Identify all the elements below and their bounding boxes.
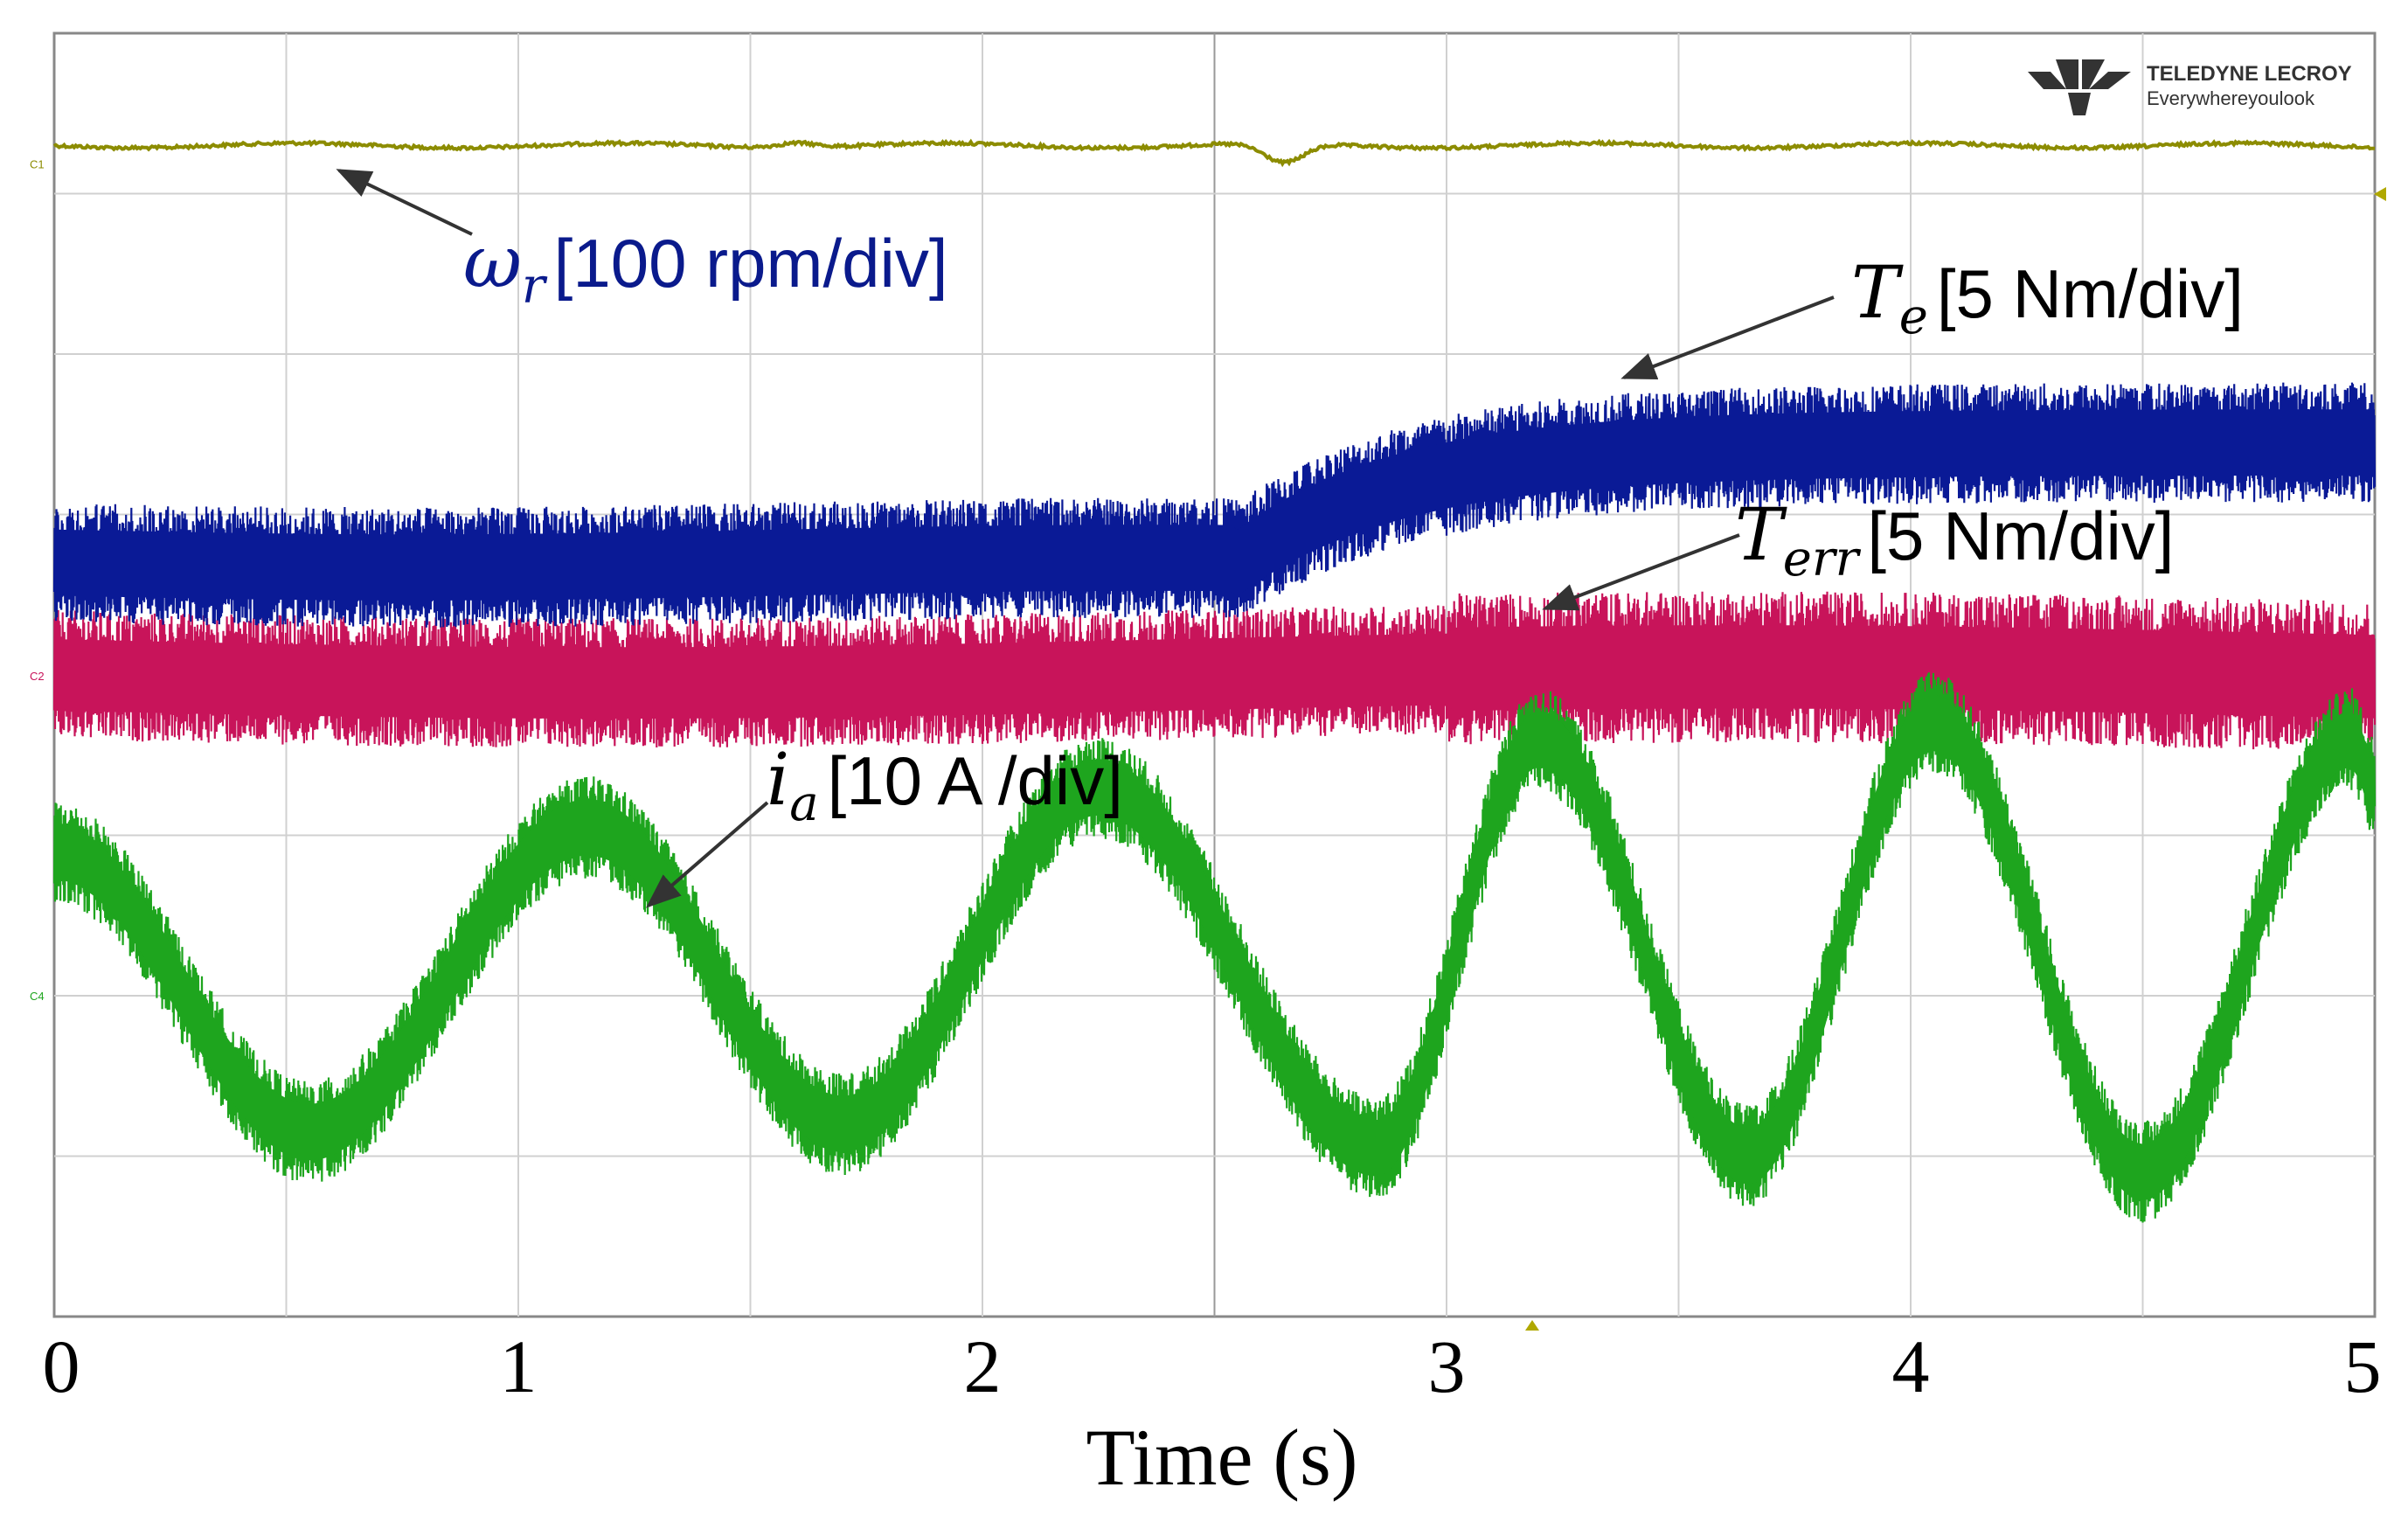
trigger-level-marker-icon	[2374, 187, 2386, 201]
x-axis-title: Time (s)	[1086, 1413, 1358, 1502]
x-tick-label: 4	[1892, 1324, 1930, 1408]
annotation-t-e-arrow	[1620, 295, 1835, 380]
x-tick-labels: 0 1 2 3 4 5	[43, 1324, 2382, 1408]
x-tick-label: 5	[2344, 1324, 2382, 1408]
logo-tagline: Everywhereyoulook	[2147, 87, 2315, 109]
annotation-i-a-arrow	[645, 801, 769, 908]
x-tick-label: 0	[43, 1324, 80, 1408]
traces	[52, 138, 2377, 1223]
teledyne-lecroy-logo: TELEDYNE LECROY Everywhereyoulook	[2028, 59, 2352, 115]
x-tick-label: 3	[1428, 1324, 1466, 1408]
annotation-t-e: Te [5 Nm/div]	[1851, 252, 2244, 345]
annotation-omega-r: ωr [100 rpm/div]	[463, 221, 948, 315]
logo-brand-name: TELEDYNE LECROY	[2147, 62, 2352, 86]
channel-marker-label: C2	[30, 670, 45, 683]
annotations: ωr [100 rpm/div] Te [5 Nm/div] Terr [5 Nm/div…	[336, 169, 2244, 908]
trace-t-err-core	[54, 625, 2375, 719]
x-tick-label: 2	[964, 1324, 1002, 1408]
channel-marker-label: C4	[30, 990, 45, 1003]
annotation-t-err-arrow	[1542, 533, 1740, 611]
trace-i-a-core	[54, 694, 2375, 1201]
annotation-omega-r-arrow	[336, 169, 473, 236]
channel-marker-label: C1	[30, 157, 45, 170]
trace-omega-r	[52, 138, 2376, 168]
trace-t-e-core	[54, 409, 2375, 601]
annotation-t-err: Terr [5 Nm/div]	[1735, 494, 2174, 587]
x-tick-label: 1	[500, 1324, 538, 1408]
logo-mark-icon	[2028, 59, 2131, 115]
annotation-i-a: ia [10 A /div]	[767, 739, 1123, 832]
trigger-position-marker-icon	[1525, 1320, 1539, 1331]
channel-markers: C1 C2 C4	[30, 157, 2386, 1331]
